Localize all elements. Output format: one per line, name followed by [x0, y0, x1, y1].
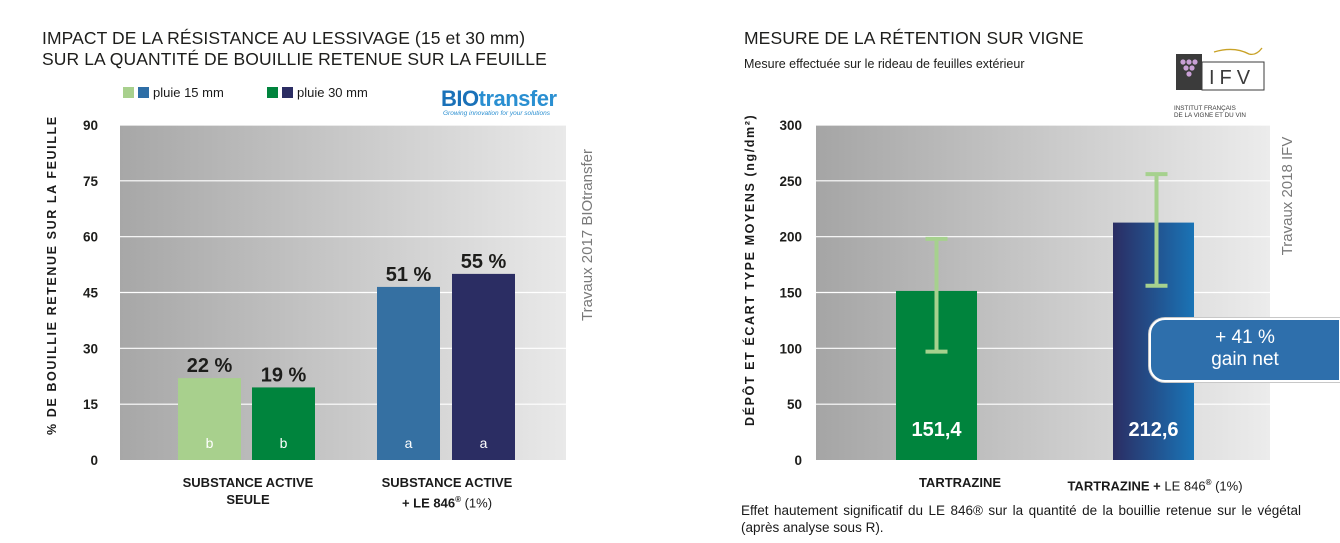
logo-bio-part: BIO	[441, 86, 479, 111]
left-cat2-line1: SUBSTANCE ACTIVE	[381, 475, 513, 490]
gain-callout-line1: + 41 %	[1215, 327, 1275, 348]
ifv-line1: INSTITUT FRANÇAIS	[1174, 105, 1236, 112]
right-bar-value-label: 212,6	[1128, 419, 1178, 441]
right-y-tick-label: 0	[794, 453, 802, 468]
left-bar	[178, 378, 241, 460]
left-bar	[377, 286, 440, 460]
left-title-line1: IMPACT DE LA RÉSISTANCE AU LESSIVAGE (15…	[42, 28, 526, 48]
gain-callout: + 41 % gain net	[1149, 318, 1340, 382]
left-title-line2: SUR LA QUANTITÉ DE BOUILLIE RETENUE SUR …	[42, 49, 547, 69]
left-bar	[252, 387, 315, 460]
left-cat1-line1: SUBSTANCE ACTIVE	[182, 475, 314, 490]
right-chart-svg: 0 50 100 150 200 250 300 151,4 212,6	[779, 118, 1270, 468]
left-y-tick-label: 15	[83, 397, 99, 412]
biotransfer-logo: BIOtransfer Growing innovation for your …	[441, 86, 557, 118]
right-cat2-rest: (1%)	[1211, 478, 1243, 494]
right-y-tick-label: 50	[787, 397, 802, 412]
legend-swatch-15mm-blue	[138, 87, 149, 98]
left-bar-letter: b	[206, 435, 214, 451]
left-y-tick-label: 60	[83, 230, 98, 245]
right-y-tick-label: 150	[779, 286, 802, 301]
ifv-emblem: IFV	[1176, 47, 1265, 91]
left-y-tick-label: 30	[83, 341, 98, 356]
ifv-subtext: INSTITUT FRANÇAIS DE LA VIGNE ET DU VIN	[1174, 105, 1266, 119]
right-bar-value-label: 151,4	[911, 419, 962, 441]
left-bar-value-label: 22 %	[187, 355, 233, 377]
left-bar-letter: b	[280, 435, 288, 451]
right-y-tick-label: 300	[779, 118, 802, 133]
left-bar-value-label: 51 %	[386, 264, 432, 286]
left-category-label-1: SUBSTANCE ACTIVE SEULE	[168, 474, 328, 508]
ifv-logo: IFV INSTITUT FRANÇAIS DE LA VIGNE ET DU …	[1174, 44, 1266, 119]
legend-label-30mm: pluie 30 mm	[297, 85, 368, 100]
legend-item-30mm: pluie 30 mm	[267, 85, 368, 100]
left-bar	[452, 273, 515, 460]
legend-item-15mm: pluie 15 mm	[123, 85, 224, 100]
left-bar-value-label: 19 %	[261, 364, 307, 386]
left-chart-title: IMPACT DE LA RÉSISTANCE AU LESSIVAGE (15…	[42, 28, 547, 70]
logo-transfer-part: transfer	[478, 86, 557, 111]
left-cat2-line2-bold: + LE 846	[401, 495, 456, 511]
legend-swatch-30mm-green	[267, 87, 278, 98]
left-cat2-line2-sup: ®	[455, 495, 461, 504]
left-bar-letter: a	[480, 435, 488, 451]
left-y-tick-label: 0	[90, 453, 98, 468]
gain-callout-line2: gain net	[1211, 349, 1279, 370]
legend-label-15mm: pluie 15 mm	[153, 85, 224, 100]
right-y-tick-label: 200	[779, 230, 802, 245]
left-y-tick-label: 75	[83, 174, 99, 189]
left-category-label-2: SUBSTANCE ACTIVE + LE 846® (1%)	[362, 474, 532, 511]
right-category-label-2: TARTRAZINE + LE 846® (1%)	[1035, 474, 1275, 494]
left-y-tick-label: 90	[83, 118, 98, 133]
left-y-tick-label: 45	[83, 286, 99, 301]
left-cat1-line2: SEULE	[226, 492, 270, 507]
legend-swatch-15mm-light	[123, 87, 134, 98]
right-y-tick-label: 100	[779, 341, 802, 356]
left-bar-value-label: 55 %	[461, 251, 507, 273]
left-chart-svg: 0 15 30 45 60 75 90 22 % b 51 % a 19 % b 55 % a	[83, 118, 566, 468]
legend-swatch-30mm-navy	[282, 87, 293, 98]
right-chart-subtitle: Mesure effectuée sur le rideau de feuill…	[744, 57, 1025, 71]
ifv-text: IFV	[1209, 67, 1255, 89]
right-chart-title: MESURE DE LA RÉTENTION SUR VIGNE	[744, 28, 1084, 48]
ifv-line2: DE LA VIGNE ET DU VIN	[1174, 112, 1246, 119]
right-category-label-1: TARTRAZINE	[918, 475, 1002, 490]
right-footnote: Effet hautement significatif du LE 846® …	[741, 503, 1301, 535]
left-cat2-line2-rest: (1%)	[460, 495, 493, 511]
logo-tagline: Growing innovation for your solutions	[443, 110, 550, 117]
left-bar-letter: a	[405, 435, 413, 451]
right-cat2-part1: TARTRAZINE +	[1067, 478, 1165, 494]
right-cat2-part2: LE 846	[1164, 478, 1206, 494]
right-cat2-sup: ®	[1205, 478, 1212, 487]
right-y-tick-label: 250	[779, 174, 802, 189]
